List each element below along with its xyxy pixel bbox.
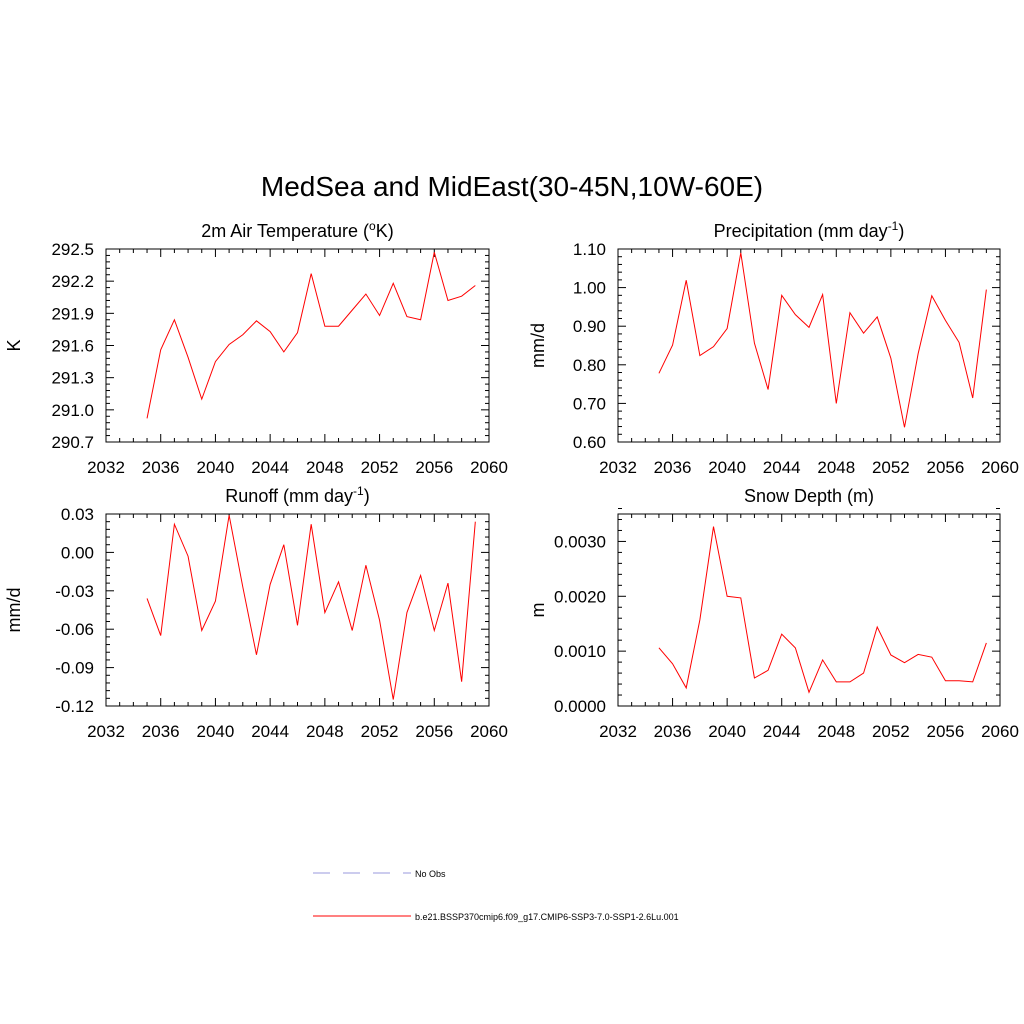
x-tick-label: 2040 [708, 458, 746, 477]
series-line [146, 515, 476, 700]
chart-panel-3: 2032 2036 2040 2044 2048 2052 2056 2060 -0.12 -0.… [4, 484, 508, 741]
x-tick-label: 2032 [599, 458, 637, 477]
x-tick-label: 2056 [415, 458, 453, 477]
y-tick-label: 0.80 [573, 356, 606, 375]
y-tick-label: 1.00 [573, 279, 606, 298]
x-tick-label: 2040 [708, 722, 746, 741]
y-tick-label: 0.00 [61, 543, 94, 562]
plot-frame [105, 248, 490, 443]
y-tick-label: 291.6 [51, 337, 94, 356]
y-tick-label: 290.7 [51, 433, 94, 452]
x-tick-label: 2056 [927, 722, 965, 741]
legend-label-1: No Obs [415, 869, 446, 879]
y-tick-label: 292.2 [51, 272, 94, 291]
y-tick-label: 0.90 [573, 317, 606, 336]
x-tick-label: 2060 [470, 458, 508, 477]
x-tick-label: 2048 [306, 722, 344, 741]
figure-title: MedSea and MidEast(30-45N,10W-60E) [261, 171, 763, 202]
y-tick-label: 1.10 [573, 240, 606, 259]
x-tick-label: 2036 [654, 722, 692, 741]
chart-panel-4: 2032 2036 2040 2044 2048 2052 2056 2060 0.0000 0.… [528, 486, 1019, 741]
y-tick-label: 0.0030 [554, 532, 606, 551]
y-tick-label: 0.0010 [554, 642, 606, 661]
y-axis-title: m [528, 603, 548, 618]
x-tick-label: 2044 [251, 458, 289, 477]
panel-title: 2m Air Temperature (oK) [201, 219, 393, 241]
y-tick-label: 0.03 [61, 505, 94, 524]
x-tick-label: 2040 [197, 458, 235, 477]
y-axis-title: mm/d [4, 588, 24, 633]
x-tick-label: 2048 [817, 722, 855, 741]
x-tick-label: 2036 [142, 722, 180, 741]
x-tick-label: 2032 [87, 458, 125, 477]
y-tick-label: 0.0000 [554, 697, 606, 716]
chart-panel-2: 2032 2036 2040 2044 2048 2052 2056 2060 0.60 0.70… [528, 219, 1019, 477]
y-tick-label: -0.09 [55, 659, 94, 678]
x-tick-label: 2052 [872, 458, 910, 477]
x-tick-label: 2052 [361, 458, 399, 477]
legend-label-2: b.e21.BSSP370cmip6.f09_g17.CMIP6-SSP3-7.… [415, 912, 679, 922]
series-line [146, 252, 476, 419]
plot-frame [617, 513, 1001, 707]
x-tick-label: 2044 [251, 722, 289, 741]
x-tick-label: 2048 [306, 458, 344, 477]
panel-title: Runoff (mm day-1) [225, 484, 369, 506]
panel-title: Precipitation (mm day-1) [714, 219, 905, 241]
x-tick-label: 2060 [981, 458, 1019, 477]
legend: No Obs b.e21.BSSP370cmip6.f09_g17.CMIP6-S… [313, 869, 679, 922]
x-tick-label: 2032 [599, 722, 637, 741]
series-line [658, 526, 987, 694]
x-tick-label: 2052 [361, 722, 399, 741]
y-tick-label: -0.03 [55, 582, 94, 601]
x-tick-label: 2056 [927, 458, 965, 477]
x-tick-label: 2036 [654, 458, 692, 477]
y-tick-label: 0.60 [573, 433, 606, 452]
y-tick-label: 291.3 [51, 369, 94, 388]
y-tick-label: -0.06 [55, 620, 94, 639]
x-tick-label: 2044 [763, 722, 801, 741]
x-tick-label: 2032 [87, 722, 125, 741]
plot-frame [617, 248, 1001, 443]
y-tick-label: 292.5 [51, 240, 94, 259]
x-tick-label: 2044 [763, 458, 801, 477]
x-tick-label: 2060 [981, 722, 1019, 741]
y-tick-label: -0.12 [55, 697, 94, 716]
y-tick-label: 0.0020 [554, 587, 606, 606]
y-tick-label: 291.9 [51, 304, 94, 323]
panel-title: Snow Depth (m) [744, 486, 874, 506]
x-tick-label: 2060 [470, 722, 508, 741]
x-tick-label: 2036 [142, 458, 180, 477]
x-tick-label: 2056 [415, 722, 453, 741]
x-tick-label: 2052 [872, 722, 910, 741]
y-axis-title: K [4, 339, 24, 351]
panel-container: 2032 2036 2040 2044 2048 2052 2056 2060 290.7 291… [4, 219, 1019, 741]
x-tick-label: 2048 [817, 458, 855, 477]
chart-panel-1: 2032 2036 2040 2044 2048 2052 2056 2060 290.7 291… [4, 219, 508, 477]
x-tick-label: 2040 [197, 722, 235, 741]
y-axis-title: mm/d [528, 323, 548, 368]
y-tick-label: 0.70 [573, 394, 606, 413]
y-tick-label: 291.0 [51, 401, 94, 420]
series-line [658, 252, 987, 428]
